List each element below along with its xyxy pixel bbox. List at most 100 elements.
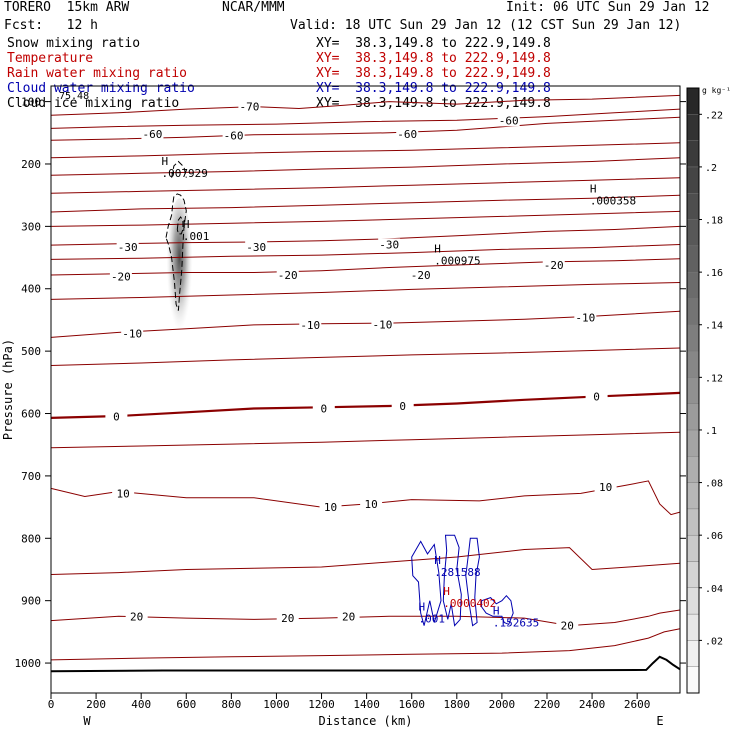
forecast-hour: Fcst: 12 h (4, 18, 98, 33)
isotherm-line (50, 177, 681, 194)
isotherm-label-bg (585, 390, 608, 403)
isotherm-label-bg (378, 238, 401, 251)
y-tick-label: 300 (21, 220, 41, 233)
isotherm-line (50, 94, 681, 116)
max-marker-value: .000975 (434, 255, 480, 268)
isotherm-label: -60 (397, 128, 417, 141)
isotherm-label: -10 (122, 328, 142, 341)
legend-rain-label: Rain water mixing ratio (7, 66, 188, 81)
colorbar-tick-label: .2 (705, 163, 717, 174)
y-tick-label: 100 (21, 96, 41, 109)
valid-time: Valid: 18 UTC Sun 29 Jan 12 (12 CST Sun … (290, 18, 682, 33)
center-label: NCAR/MMM (222, 0, 285, 15)
y-tick-label: 1000 (15, 657, 42, 670)
isotherm-label-bg (360, 497, 383, 510)
colorbar-tick-label: .06 (705, 531, 723, 542)
x-tick-label: 1600 (398, 698, 425, 711)
isotherm-label: -60 (224, 129, 244, 142)
max-marker-value: .000358 (590, 195, 636, 208)
x-tick-label: 800 (221, 698, 241, 711)
snow-contour (171, 160, 187, 178)
isotherm-label: -30 (379, 238, 399, 251)
isotherm-label: -20 (411, 269, 431, 282)
isotherm-label: 10 (324, 501, 337, 514)
isotherm-label-bg (594, 481, 617, 494)
y-tick-label: 600 (21, 408, 41, 421)
init-time: Init: 06 UTC Sun 29 Jan 12 (506, 0, 710, 15)
x-tick-label: 200 (86, 698, 106, 711)
x-tick-label: 1800 (444, 698, 471, 711)
colorbar-cell (686, 561, 700, 588)
isotherm-line (50, 142, 681, 159)
isotherm-label: 0 (399, 400, 406, 413)
legend-cloudwater-label: Cloud water mixing ratio (7, 81, 195, 96)
max-marker-value: .0000402 (443, 597, 496, 610)
legend-temperature-xy: XY= 38.3,149.8 to 222.9,149.8 (316, 51, 551, 66)
isotherm-line (50, 391, 681, 419)
terrain-line (50, 655, 681, 673)
max-marker-h: H (418, 601, 425, 614)
isotherm-label: -10 (300, 319, 320, 332)
isotherm-label-bg (371, 318, 394, 331)
isotherm-label: 20 (561, 620, 574, 633)
colorbar-tick-label: .1 (705, 426, 717, 437)
legend-cloudice-label: Cloud ice mixing ratio (7, 96, 180, 111)
max-marker-h: H (590, 183, 597, 196)
colorbar-cell (686, 271, 700, 299)
colorbar-tick-label: .14 (705, 321, 723, 332)
isotherm-label: 0 (593, 391, 600, 404)
isotherm-label: 20 (281, 612, 294, 625)
colorbar-cell (686, 350, 700, 378)
colorbar-cell (686, 456, 700, 483)
isotherm-line (50, 225, 681, 246)
isotherm-label-bg (391, 400, 414, 413)
isotherm-label-bg (409, 269, 432, 282)
colorbar-tick-label: .18 (705, 216, 723, 227)
isotherm-line (50, 347, 681, 366)
isotherm-line (50, 609, 681, 627)
x-tick-label: 2200 (534, 698, 561, 711)
colorbar-cell (686, 429, 700, 457)
colorbar-cell (686, 87, 700, 115)
isotherm-line (50, 108, 681, 129)
isotherm-line (50, 480, 681, 516)
isotherm-label: 20 (130, 610, 143, 623)
cloud-water-contour (481, 594, 514, 626)
legend-snow-label: Snow mixing ratio (7, 36, 141, 51)
colorbar-tick-label: .12 (705, 373, 723, 384)
snow-contour (165, 193, 187, 311)
y-tick-label: 700 (21, 470, 41, 483)
max-marker-value: .281588 (434, 566, 480, 579)
isotherm-label: -10 (575, 311, 595, 324)
colorbar-cell (686, 534, 700, 562)
max-marker-h: H (434, 243, 441, 256)
snow-contour (176, 216, 184, 235)
max-marker-value: .001 (418, 613, 445, 626)
colorbar-cell (686, 508, 700, 536)
plot-frame (50, 85, 681, 694)
x-axis-label: Distance (km) (319, 714, 413, 728)
isotherm-label: 0 (320, 403, 327, 416)
isotherm-label-bg (245, 240, 268, 253)
isotherm-label-bg (497, 114, 520, 127)
isotherm-line (50, 431, 681, 449)
colorbar-tick-label: .16 (705, 268, 723, 279)
isotherm-label-bg (276, 612, 299, 625)
colorbar-tick-label: .02 (705, 636, 723, 647)
isotherm-label-bg (121, 327, 144, 340)
colorbar-cell (686, 482, 700, 510)
max-marker-value: .001 (183, 230, 210, 243)
isotherm-label: -60 (499, 114, 519, 127)
isotherm-label-bg (556, 619, 579, 632)
colorbar-cell (686, 114, 700, 141)
cloud-water-contour (465, 537, 480, 627)
colorbar-cell (686, 666, 700, 694)
y-tick-label: 200 (21, 158, 41, 171)
isotherm-label-bg (238, 100, 261, 113)
isotherm-label-bg (125, 610, 148, 623)
max-marker-h: H (434, 554, 441, 567)
x-tick-label: 0 (48, 698, 55, 711)
corner-pressure-value: 75.48 (59, 91, 89, 102)
east-end-label: E (656, 714, 663, 728)
isotherm-label-bg (574, 311, 597, 324)
